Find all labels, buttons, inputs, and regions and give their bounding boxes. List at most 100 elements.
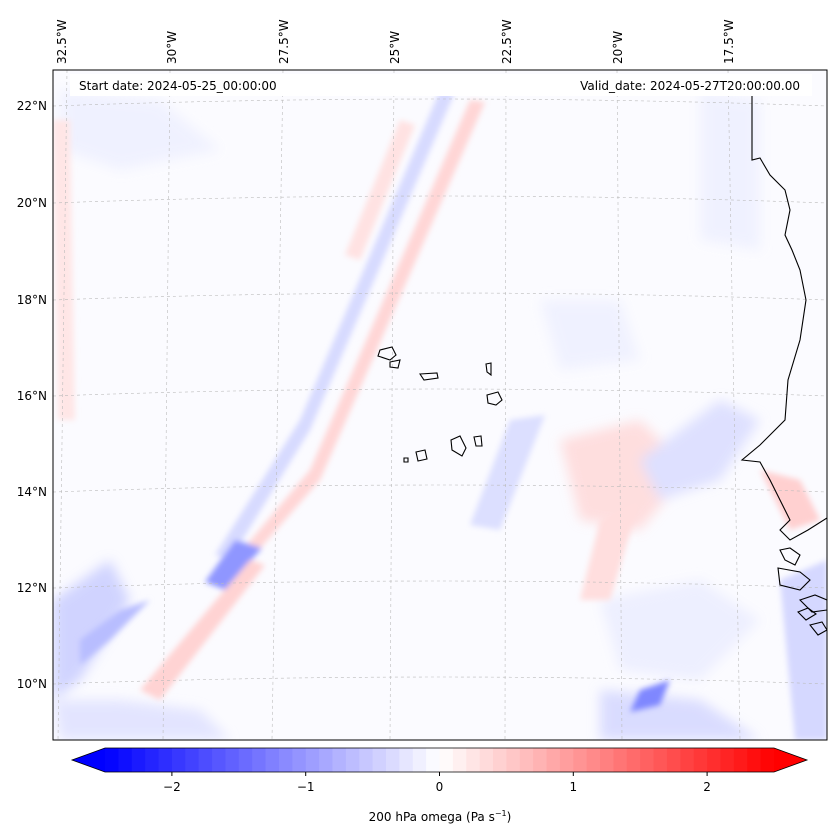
- lat-label: 12°N: [17, 581, 47, 595]
- colorbar-cell: [546, 748, 561, 772]
- valid-date: Valid_date: 2024-05-27T20:00:00.00: [580, 79, 800, 93]
- gridline-lat: [53, 195, 827, 204]
- field-patch: [600, 580, 760, 680]
- gridlines: [53, 70, 827, 740]
- colorbar-cell: [332, 748, 347, 772]
- colorbar-cell: [613, 748, 628, 772]
- lat-label: 18°N: [17, 293, 47, 307]
- colorbar-cell: [345, 748, 360, 772]
- colorbar-cell: [145, 748, 160, 772]
- colorbar-cell: [760, 748, 775, 772]
- colorbar-cell: [653, 748, 668, 772]
- gridline-lon: [504, 70, 507, 740]
- colorbar-cell: [640, 748, 655, 772]
- colorbar-cell: [265, 748, 280, 772]
- colorbar-cell: [319, 748, 334, 772]
- lon-label: 22.5°W: [500, 19, 514, 64]
- colorbar-cell: [212, 748, 227, 772]
- colorbar-cells: [105, 748, 775, 772]
- red-streak: [53, 120, 75, 420]
- colorbar-label: 200 hPa omega (Pa s−1): [369, 809, 512, 824]
- gridline-lon: [57, 70, 68, 740]
- blue-band: [215, 90, 455, 560]
- colorbar-tick-label: −2: [163, 780, 181, 794]
- colorbar-tick-label: 1: [569, 780, 577, 794]
- colorbar-cell: [666, 748, 681, 772]
- lat-label: 14°N: [17, 485, 47, 499]
- africa-coastline: [832, 626, 837, 636]
- colorbar-extend-low: [72, 748, 105, 772]
- africa-coastline: [779, 547, 801, 566]
- gridline-lon: [389, 70, 395, 740]
- red-streak: [580, 500, 640, 600]
- gridline-lat: [53, 98, 827, 107]
- colorbar-cell: [385, 748, 400, 772]
- colorbar-tick-label: −1: [297, 780, 315, 794]
- colorbar-cell: [118, 748, 133, 772]
- colorbar-cell: [185, 748, 200, 772]
- field-patch: [60, 90, 220, 170]
- gridline-lat: [53, 676, 827, 685]
- island-coastline: [377, 346, 397, 361]
- gridline-lat: [53, 388, 827, 397]
- colorbar-tick-label: 2: [703, 780, 711, 794]
- gridline-lat: [53, 292, 827, 301]
- africa-coastline: [797, 607, 817, 621]
- colorbar-cell: [412, 748, 427, 772]
- red-streak: [140, 560, 265, 700]
- colorbar-cell: [626, 748, 641, 772]
- colorbar-cell: [747, 748, 762, 772]
- colorbar-cell: [693, 748, 708, 772]
- field-patch: [640, 400, 760, 500]
- field-patch: [540, 300, 640, 370]
- colorbar-cell: [452, 748, 467, 772]
- field-patch: [700, 90, 760, 250]
- colorbar-cell: [519, 748, 534, 772]
- colorbar-cell: [105, 748, 119, 772]
- lat-label: 22°N: [17, 99, 47, 113]
- colorbar-cell: [466, 748, 481, 772]
- blue-streak: [470, 415, 545, 530]
- lat-label: 20°N: [17, 196, 47, 210]
- colorbar-cell: [586, 748, 601, 772]
- gridline-lon: [727, 70, 741, 740]
- map-frame: [52, 69, 828, 741]
- colorbar-cell: [198, 748, 213, 772]
- colorbar-cell: [426, 748, 441, 772]
- coastlines: [377, 90, 837, 636]
- island-coastline: [389, 359, 401, 369]
- colorbar-cell: [493, 748, 507, 772]
- latitude-labels: 22°N 20°N 18°N 16°N 14°N 12°N 10°N: [17, 99, 47, 691]
- colorbar-cell: [131, 748, 146, 772]
- lon-label: 32.5°W: [55, 19, 69, 64]
- date-header-background: [70, 74, 812, 96]
- colorbar-cell: [533, 748, 548, 772]
- africa-coastline: [777, 567, 811, 591]
- colorbar-extend-high: [774, 748, 807, 772]
- colorbar-cell: [158, 748, 173, 772]
- colorbar-cell: [559, 748, 574, 772]
- colorbar-label-main: 200 hPa omega (Pa s: [369, 810, 495, 824]
- africa-coastline: [809, 621, 827, 636]
- colorbar-cell: [680, 748, 695, 772]
- lon-label: 27.5°W: [277, 19, 291, 64]
- lon-label: 25°W: [388, 31, 402, 64]
- colorbar-cell: [359, 748, 374, 772]
- island-coastline: [486, 391, 503, 406]
- red-streak: [760, 470, 820, 530]
- colorbar-cell: [733, 748, 748, 772]
- colorbar-label-exponent: −1: [495, 809, 507, 818]
- map-panel: Start date: 2024-05-25_00:00:00 Valid_da…: [52, 69, 837, 741]
- longitude-labels: 32.5°W 30°W 27.5°W 25°W 22.5°W 20°W 17.5…: [55, 19, 736, 64]
- blue-streak: [80, 600, 150, 665]
- blue-core: [205, 540, 262, 590]
- colorbar-cell: [506, 748, 521, 772]
- gridline-lon: [162, 70, 171, 740]
- colorbar-cell: [225, 748, 240, 772]
- lon-label: 30°W: [165, 31, 179, 64]
- gridline-lon: [616, 70, 623, 740]
- africa-coastline: [740, 90, 827, 541]
- red-band: [238, 100, 485, 560]
- lat-label: 10°N: [17, 677, 47, 691]
